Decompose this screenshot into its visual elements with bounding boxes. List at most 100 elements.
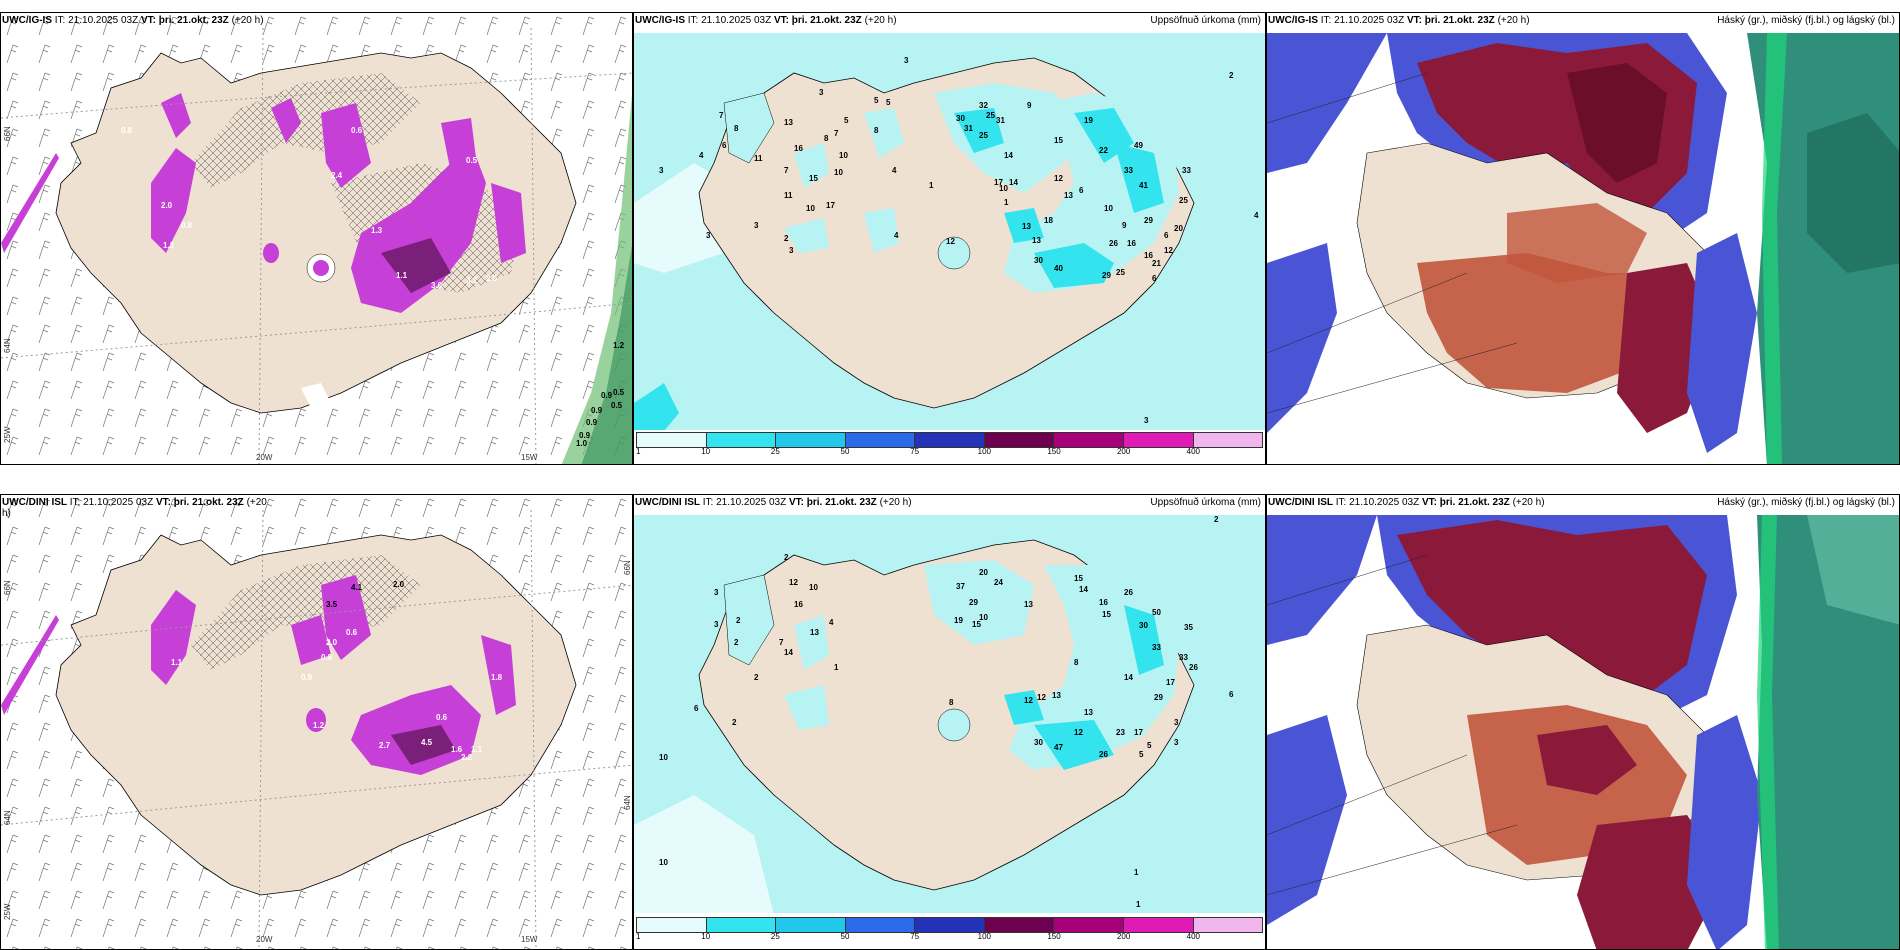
svg-text:30: 30 <box>1034 256 1043 265</box>
svg-text:10: 10 <box>659 858 668 867</box>
colorbar-cell <box>1123 433 1194 447</box>
map-panel-dini-accum-precip[interactable]: UWC/DINI ISL IT: 21.10.2025 03Z VT: þri.… <box>633 494 1266 950</box>
svg-text:35: 35 <box>1184 623 1193 632</box>
lead-time: (+20 h) <box>864 15 897 26</box>
svg-text:0.8: 0.8 <box>181 221 193 230</box>
svg-text:8: 8 <box>874 126 879 135</box>
svg-text:11: 11 <box>784 191 793 200</box>
colorbar-cell <box>984 433 1055 447</box>
svg-text:40: 40 <box>1054 264 1063 273</box>
panel-header: UWC/IG-IS IT: 21.10.2025 03Z VT: þri. 21… <box>1268 15 1897 30</box>
svg-text:4: 4 <box>892 166 897 175</box>
colorbar-tick-label: 75 <box>910 932 920 941</box>
colorbar-cell <box>845 918 916 932</box>
svg-text:4.5: 4.5 <box>421 738 433 747</box>
map-panel-igis-precip-type[interactable]: UWC/IG-IS IT: 21.10.2025 03Z VT: þri. 21… <box>0 12 633 465</box>
lat-label-64-right: 64N <box>623 795 632 810</box>
svg-text:2: 2 <box>754 673 759 682</box>
svg-text:1: 1 <box>1004 198 1009 207</box>
map-panel-dini-clouds[interactable]: UWC/DINI ISL IT: 21.10.2025 03Z VT: þri.… <box>1266 494 1900 950</box>
svg-text:5: 5 <box>886 98 891 107</box>
svg-text:15: 15 <box>809 174 818 183</box>
valid-time: VT: þri. 21.okt. 23Z <box>788 497 877 508</box>
svg-text:25: 25 <box>1116 268 1125 277</box>
svg-text:22: 22 <box>1099 146 1108 155</box>
lon-label-20: 20W <box>256 453 273 462</box>
svg-text:12: 12 <box>946 237 955 246</box>
svg-text:26: 26 <box>1109 239 1118 248</box>
colorbar-cell <box>1193 918 1263 932</box>
svg-text:26: 26 <box>1099 750 1108 759</box>
init-time: IT: 21.10.2025 03Z <box>69 497 154 508</box>
svg-text:5: 5 <box>844 116 849 125</box>
map-canvas <box>1267 515 1899 949</box>
svg-text:20: 20 <box>1174 224 1183 233</box>
svg-text:29: 29 <box>969 598 978 607</box>
svg-text:3: 3 <box>714 588 719 597</box>
svg-text:17: 17 <box>1166 678 1175 687</box>
colorbar-tick-label: 400 <box>1186 447 1201 456</box>
svg-text:4: 4 <box>829 618 834 627</box>
svg-text:41: 41 <box>1139 181 1148 190</box>
colorbar-tick-label: 25 <box>770 932 780 941</box>
svg-text:6: 6 <box>1079 186 1084 195</box>
svg-text:30: 30 <box>1139 621 1148 630</box>
svg-text:9: 9 <box>1027 101 1032 110</box>
lat-label-64: 64N <box>3 338 12 353</box>
field-title: Uppsöfnuð úrkoma (mm) <box>1150 497 1261 508</box>
svg-text:47: 47 <box>1054 743 1063 752</box>
svg-text:13: 13 <box>784 118 793 127</box>
svg-text:33: 33 <box>1124 166 1133 175</box>
svg-text:12: 12 <box>1054 174 1063 183</box>
colorbar-cell <box>984 918 1055 932</box>
svg-text:16: 16 <box>1127 239 1136 248</box>
svg-text:1: 1 <box>1136 900 1141 909</box>
lat-label-64: 64N <box>3 810 12 825</box>
svg-text:14: 14 <box>784 648 793 657</box>
colorbar-tick-label: 50 <box>840 447 850 456</box>
svg-text:4: 4 <box>1254 211 1259 220</box>
svg-text:1: 1 <box>834 663 839 672</box>
colorbar-tick-label: 25 <box>770 447 780 456</box>
lead-time: (+20 h) <box>879 497 912 508</box>
lead-time: (+20 h) <box>231 15 264 26</box>
map-panel-igis-clouds[interactable]: UWC/IG-IS IT: 21.10.2025 03Z VT: þri. 21… <box>1266 12 1900 465</box>
svg-text:17: 17 <box>826 201 835 210</box>
svg-text:16: 16 <box>1144 251 1153 260</box>
colorbar-cell <box>706 918 777 932</box>
svg-text:19: 19 <box>954 616 963 625</box>
lon-label-15: 15W <box>521 453 538 462</box>
svg-text:1: 1 <box>1134 868 1139 877</box>
svg-text:19: 19 <box>1084 116 1093 125</box>
svg-text:32: 32 <box>979 101 988 110</box>
map-panel-igis-accum-precip[interactable]: UWC/IG-IS IT: 21.10.2025 03Z VT: þri. 21… <box>633 12 1266 465</box>
panel-header: UWC/DINI ISL IT: 21.10.2025 03Z VT: þri.… <box>1268 497 1897 512</box>
svg-text:15: 15 <box>1054 136 1063 145</box>
svg-text:1.1: 1.1 <box>171 658 183 667</box>
precip-value-labels: 7 13 16 15 8 10 17 7 6 8 11 11 3 4 3 3 2… <box>659 56 1259 440</box>
lon-label-25: 25W <box>3 426 12 443</box>
svg-text:10: 10 <box>1104 204 1113 213</box>
svg-text:0.9: 0.9 <box>591 406 603 415</box>
colorbar-cell <box>637 918 707 932</box>
colorbar-cell <box>845 433 916 447</box>
svg-text:10: 10 <box>809 583 818 592</box>
svg-text:2.0: 2.0 <box>161 201 173 210</box>
map-panel-dini-precip-type[interactable]: UWC/DINI ISL IT: 21.10.2025 03Z VT: þri.… <box>0 494 633 950</box>
svg-text:2: 2 <box>1229 71 1234 80</box>
svg-text:23: 23 <box>1116 728 1125 737</box>
model-name: UWC/IG-IS <box>2 15 52 26</box>
svg-text:8: 8 <box>734 124 739 133</box>
panel-header: UWC/IG-IS IT: 21.10.2025 03Z VT: þri. 21… <box>635 15 1263 30</box>
svg-text:3: 3 <box>1174 738 1179 747</box>
model-name: UWC/DINI ISL <box>635 497 700 508</box>
valid-time: VT: þri. 21.okt. 23Z <box>155 497 244 508</box>
svg-text:8: 8 <box>824 134 829 143</box>
svg-text:0.6: 0.6 <box>351 126 363 135</box>
svg-text:10: 10 <box>979 613 988 622</box>
svg-text:29: 29 <box>1154 693 1163 702</box>
init-time: IT: 21.10.2025 03Z <box>1320 15 1405 26</box>
svg-text:10: 10 <box>834 168 843 177</box>
svg-text:5: 5 <box>874 96 879 105</box>
svg-text:31: 31 <box>996 116 1005 125</box>
